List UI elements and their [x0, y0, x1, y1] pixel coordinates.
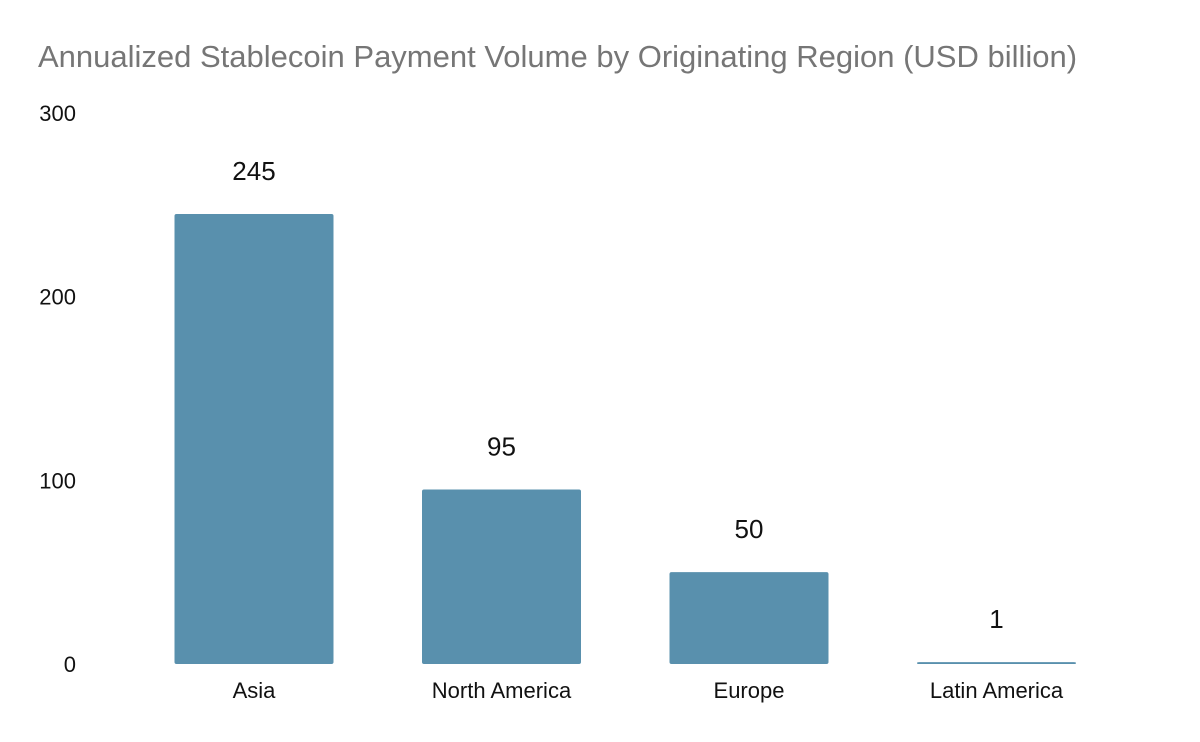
data-label: 245 [232, 156, 275, 186]
y-tick-label: 200 [39, 285, 76, 310]
x-category-label: North America [432, 678, 572, 703]
y-tick-label: 300 [39, 101, 76, 126]
data-labels: 245 95 50 1 [232, 156, 1003, 634]
x-category-label: Asia [233, 678, 277, 703]
data-label: 1 [989, 604, 1003, 634]
x-axis: Asia North America Europe Latin America [233, 678, 1064, 703]
bar-north-america [422, 489, 581, 664]
bar-series [174, 214, 1076, 664]
bar-latin-america [917, 662, 1076, 664]
y-axis: 0 100 200 300 [39, 101, 76, 677]
x-category-label: Latin America [930, 678, 1064, 703]
bar-asia [174, 214, 334, 664]
chart-title: Annualized Stablecoin Payment Volume by … [38, 39, 1077, 74]
bar-europe [669, 572, 829, 664]
x-category-label: Europe [714, 678, 785, 703]
data-label: 95 [487, 432, 516, 462]
y-tick-label: 0 [64, 652, 76, 677]
data-label: 50 [735, 514, 764, 544]
y-tick-label: 100 [39, 468, 76, 493]
